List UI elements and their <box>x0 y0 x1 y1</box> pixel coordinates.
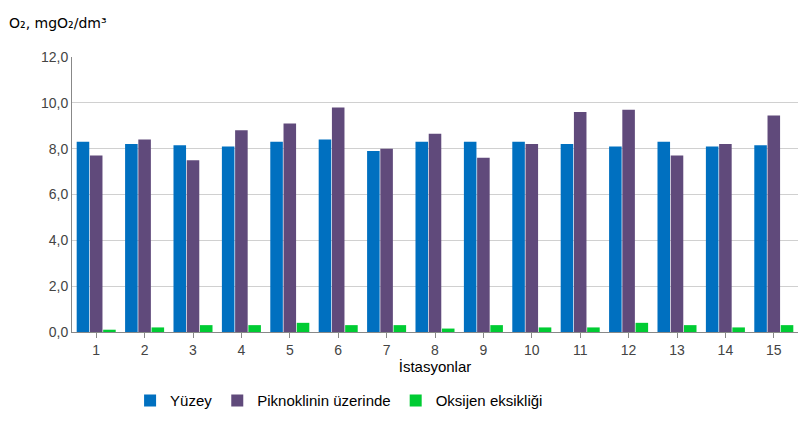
svg-text:8: 8 <box>431 342 439 358</box>
svg-text:4,0: 4,0 <box>49 232 69 248</box>
svg-text:0,0: 0,0 <box>49 324 69 340</box>
svg-text:7: 7 <box>383 342 391 358</box>
svg-text:3: 3 <box>189 342 197 358</box>
svg-text:6,0: 6,0 <box>49 186 69 202</box>
svg-text:Yüzey: Yüzey <box>170 392 212 409</box>
svg-text:5: 5 <box>286 342 294 358</box>
svg-text:Oksijen eksikliği: Oksijen eksikliği <box>436 392 543 409</box>
svg-text:2,0: 2,0 <box>49 278 69 294</box>
svg-text:6: 6 <box>334 342 342 358</box>
svg-text:15: 15 <box>766 342 782 358</box>
svg-text:12: 12 <box>621 342 637 358</box>
svg-text:14: 14 <box>718 342 734 358</box>
svg-text:9: 9 <box>480 342 488 358</box>
svg-text:O₂, mgO₂/dm³: O₂, mgO₂/dm³ <box>9 15 107 31</box>
svg-text:8,0: 8,0 <box>49 141 69 157</box>
svg-text:13: 13 <box>669 342 685 358</box>
svg-text:İstasyonlar: İstasyonlar <box>399 358 472 375</box>
svg-text:1: 1 <box>92 342 100 358</box>
svg-text:10,0: 10,0 <box>41 95 68 111</box>
svg-text:10: 10 <box>524 342 540 358</box>
svg-text:12,0: 12,0 <box>41 49 68 65</box>
svg-text:Piknoklinin üzerinde: Piknoklinin üzerinde <box>257 392 390 409</box>
svg-text:2: 2 <box>141 342 149 358</box>
svg-text:11: 11 <box>573 342 588 358</box>
svg-text:4: 4 <box>238 342 246 358</box>
